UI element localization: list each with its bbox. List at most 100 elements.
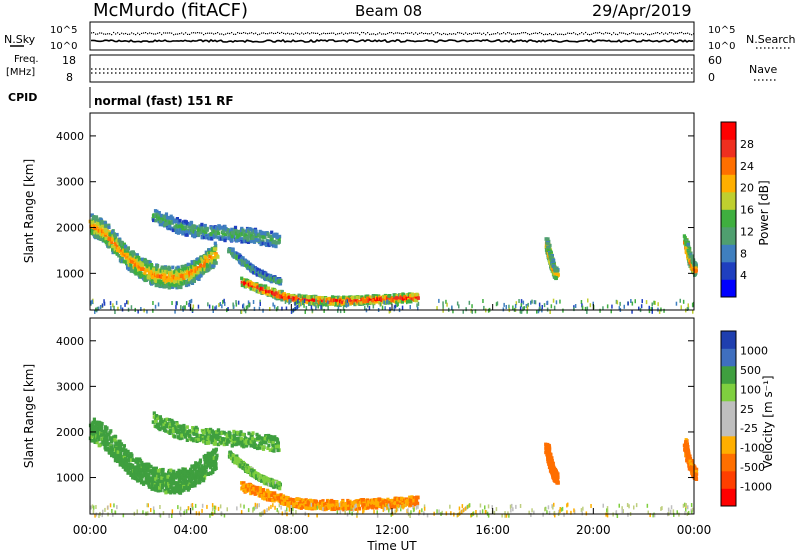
noise-cell [417, 306, 419, 311]
data-cell [206, 441, 210, 445]
noise-cell [409, 305, 411, 309]
data-cell [226, 228, 230, 232]
data-cell [208, 465, 213, 470]
data-cell [212, 235, 216, 239]
data-cell [105, 229, 109, 234]
data-cell [181, 467, 185, 472]
nsearch-dot [201, 32, 203, 34]
data-cell [93, 437, 97, 442]
data-cell [227, 440, 231, 444]
data-cell [208, 255, 212, 259]
data-cell [164, 266, 168, 270]
data-cell [249, 282, 253, 286]
noise-cell [207, 302, 209, 307]
nsearch-dot [357, 32, 359, 34]
data-cell [196, 257, 200, 261]
nsearch-dot [505, 33, 507, 35]
data-cell [200, 464, 204, 468]
data-cell [297, 293, 301, 298]
data-cell [307, 506, 311, 511]
data-cell [306, 501, 310, 505]
noise-cell [245, 305, 248, 310]
data-cell [129, 259, 134, 264]
data-cell [193, 465, 197, 469]
data-cell [133, 263, 138, 267]
nsearch-dot [621, 32, 623, 34]
nsearch-dot [117, 32, 119, 34]
data-cell [178, 431, 182, 436]
noise-cell [573, 307, 575, 312]
nsearch-dot [91, 32, 93, 34]
station-title: McMurdo (fitACF) [93, 0, 248, 21]
data-cell [194, 461, 198, 465]
noise-cell [242, 304, 244, 309]
nsearch-dot [219, 33, 221, 35]
data-cell [241, 228, 245, 233]
data-cell [208, 462, 213, 467]
nsearch-dot [273, 32, 275, 35]
nsearch-dot [453, 33, 455, 35]
data-cell [117, 441, 121, 445]
noise-cell [103, 301, 106, 306]
nsearch-dot [257, 34, 259, 36]
data-cell [197, 228, 201, 232]
nsearch-dot [449, 33, 451, 35]
data-cell [121, 458, 125, 463]
noise-cell [233, 304, 235, 309]
noise-cell [651, 302, 653, 307]
data-cell [176, 475, 180, 479]
data-cell [205, 432, 209, 437]
nsky-tick-low: 10^0 [50, 41, 77, 52]
data-cell [184, 230, 188, 234]
nsearch-dot [335, 33, 337, 36]
nsearch-dot [267, 33, 269, 35]
nsearch-dot [471, 33, 473, 35]
noise-cell [522, 300, 525, 305]
nsearch-dot [291, 33, 293, 35]
data-cell [117, 238, 121, 243]
data-cell [164, 212, 169, 216]
data-cell [278, 234, 282, 239]
data-cell [187, 429, 192, 433]
data-cell [230, 227, 234, 232]
noise-cell [258, 306, 261, 311]
data-cell [182, 429, 186, 433]
data-cell [89, 431, 93, 435]
data-cell [387, 294, 391, 298]
data-cell [132, 252, 136, 256]
noise-cell [379, 302, 382, 307]
data-cell [544, 237, 548, 241]
data-cell [165, 482, 169, 486]
nsearch-dot [605, 32, 607, 34]
data-cell [175, 270, 179, 275]
data-cell [104, 439, 108, 443]
data-cell [116, 450, 120, 454]
nsearch-dot [207, 32, 209, 34]
data-cell [281, 494, 286, 498]
data-cell [197, 277, 201, 281]
colorbar-swatch [721, 139, 736, 158]
noise-cell [580, 300, 583, 304]
data-cell [249, 483, 253, 488]
data-cell [142, 482, 146, 486]
data-cell [103, 223, 108, 228]
data-cell [167, 278, 171, 282]
power-ylabel: Slant Range [km] [22, 159, 36, 263]
nsearch-dot [401, 33, 403, 35]
nsearch-dot [511, 33, 513, 35]
data-cell [185, 425, 189, 429]
data-cell [262, 490, 266, 494]
data-cell [242, 278, 246, 282]
nsearch-dot [185, 32, 187, 34]
data-cell [415, 298, 419, 303]
data-cell [143, 464, 147, 469]
data-cell [271, 447, 275, 451]
noise-cell [436, 306, 438, 311]
data-cell [102, 429, 106, 434]
nsearch-dot [543, 34, 545, 36]
data-cell [134, 466, 138, 470]
nsearch-dot [363, 32, 365, 34]
data-cell [125, 461, 129, 466]
data-cell [195, 225, 199, 229]
data-cell [399, 296, 403, 300]
